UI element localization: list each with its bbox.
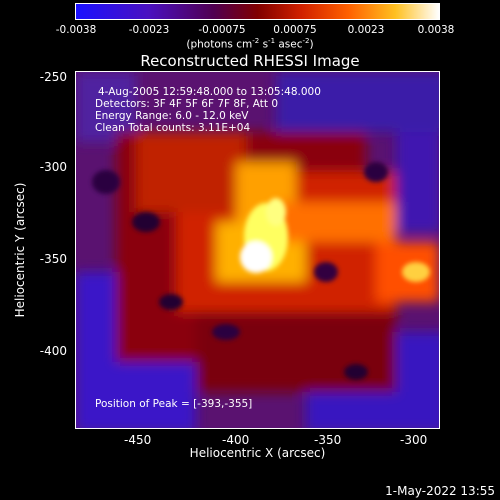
peak-position: Position of Peak = [-393,-355]: [95, 398, 253, 410]
y-tick-label: -250: [39, 70, 67, 84]
colorbar-tick-label: -0.0023: [128, 24, 170, 36]
info-energy-range: Energy Range: 6.0 - 12.0 keV: [95, 110, 249, 122]
timestamp: 1-May-2022 13:55: [385, 484, 495, 498]
colorbar-units: (photons cm-2 s-1 asec-2): [186, 37, 314, 51]
rhessi-image-plot: [75, 71, 440, 429]
x-tick-label: -450: [124, 433, 152, 447]
colorbar: [75, 3, 440, 20]
info-detectors: Detectors: 3F 4F 5F 6F 7F 8F, Att 0: [95, 98, 279, 110]
x-tick-label: -350: [314, 433, 342, 447]
colorbar-tick-label: 0.0023: [347, 24, 385, 36]
rhessi-heatmap: [76, 72, 439, 428]
y-tick-label: -400: [39, 344, 67, 358]
y-tick-label: -300: [39, 160, 67, 174]
plot-title: Reconstructed RHESSI Image: [140, 52, 360, 70]
colorbar-tick-label: -0.0038: [55, 24, 97, 36]
x-tick-label: -300: [400, 433, 428, 447]
info-time-range: 4-Aug-2005 12:59:48.000 to 13:05:48.000: [98, 86, 321, 98]
y-tick-label: -350: [39, 252, 67, 266]
colorbar-gradient: [76, 4, 439, 19]
x-axis-label: Heliocentric X (arcsec): [189, 446, 326, 460]
colorbar-tick-label: -0.00075: [198, 24, 246, 36]
y-axis-label: Heliocentric Y (arcsec): [13, 182, 27, 318]
colorbar-tick-label: 0.00075: [273, 24, 317, 36]
colorbar-tick-labels: -0.0038 -0.0023 -0.00075 0.00075 0.0023 …: [0, 0, 500, 40]
x-tick-label: -400: [222, 433, 250, 447]
colorbar-tick-label: 0.0038: [417, 24, 455, 36]
info-counts: Clean Total counts: 3.11E+04: [95, 122, 251, 134]
